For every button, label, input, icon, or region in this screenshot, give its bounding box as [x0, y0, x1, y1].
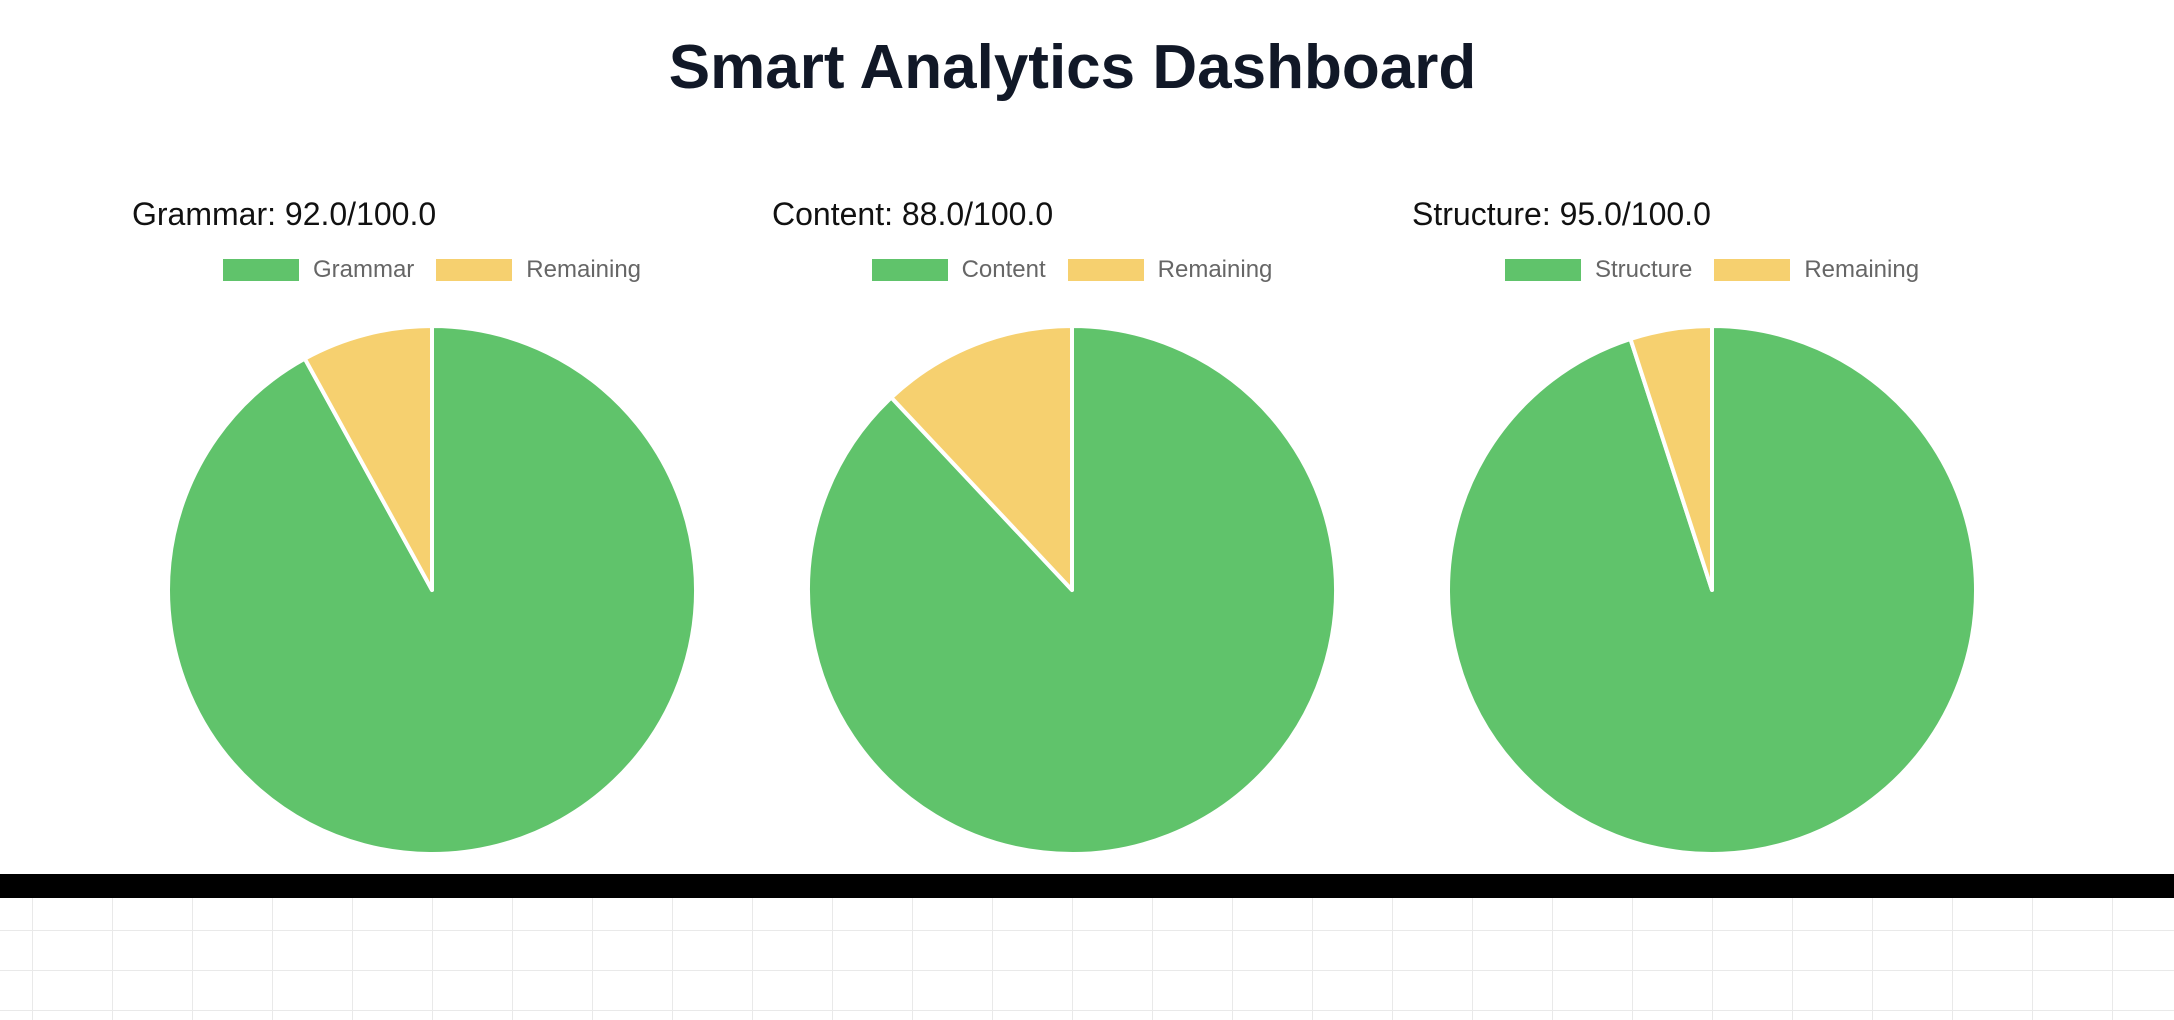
legend-item-score[interactable]: Content	[871, 256, 1046, 284]
pie-slice-remaining[interactable]	[1628, 324, 1714, 592]
chart-title: Content: 88.0/100.0	[772, 196, 1054, 232]
pie-slice-grammar[interactable]	[166, 324, 698, 856]
legend-item-score[interactable]: Grammar	[222, 256, 415, 284]
chart-legend: Grammar Remaining	[132, 254, 732, 286]
page-title: Smart Analytics Dashboard	[668, 33, 1477, 102]
chart-legend: Content Remaining	[772, 254, 1372, 286]
pie-slice-remaining[interactable]	[302, 324, 434, 592]
pie-chart	[806, 324, 1338, 856]
legend-label: Remaining	[526, 256, 642, 283]
content-chart: Content: 88.0/100.0 Content Remaining	[772, 180, 1372, 860]
grammar-chart: Grammar: 92.0/100.0 Grammar Remaining	[132, 180, 732, 860]
legend-item-score[interactable]: Structure	[1504, 256, 1693, 284]
divider-bar	[0, 874, 2174, 898]
legend-item-remaining[interactable]: Remaining	[436, 256, 641, 284]
chart-title: Structure: 95.0/100.0	[1412, 196, 1711, 232]
legend-swatch	[871, 259, 948, 281]
pie-chart	[1446, 324, 1978, 856]
structure-chart: Structure: 95.0/100.0 Structure Remainin…	[1412, 180, 2012, 860]
legend-label: Remaining	[1804, 256, 1920, 283]
pie-slice-content[interactable]	[806, 324, 1338, 856]
legend-swatch	[1504, 259, 1581, 281]
chart-legend: Structure Remaining	[1412, 254, 2012, 286]
legend-label: Remaining	[1157, 256, 1273, 283]
legend-label: Content	[961, 256, 1046, 283]
legend-item-remaining[interactable]: Remaining	[1714, 256, 1919, 284]
chart-title: Grammar: 92.0/100.0	[132, 196, 437, 232]
legend-item-remaining[interactable]: Remaining	[1067, 256, 1273, 284]
legend-swatch	[436, 259, 513, 281]
legend-swatch	[222, 259, 299, 281]
legend-swatch	[1714, 259, 1791, 281]
legend-label: Grammar	[312, 256, 415, 283]
pie-slice-remaining[interactable]	[889, 324, 1074, 592]
legend-swatch	[1067, 259, 1144, 281]
legend-label: Structure	[1594, 256, 1693, 283]
pie-chart	[166, 324, 698, 856]
grid-background	[0, 898, 2174, 1020]
